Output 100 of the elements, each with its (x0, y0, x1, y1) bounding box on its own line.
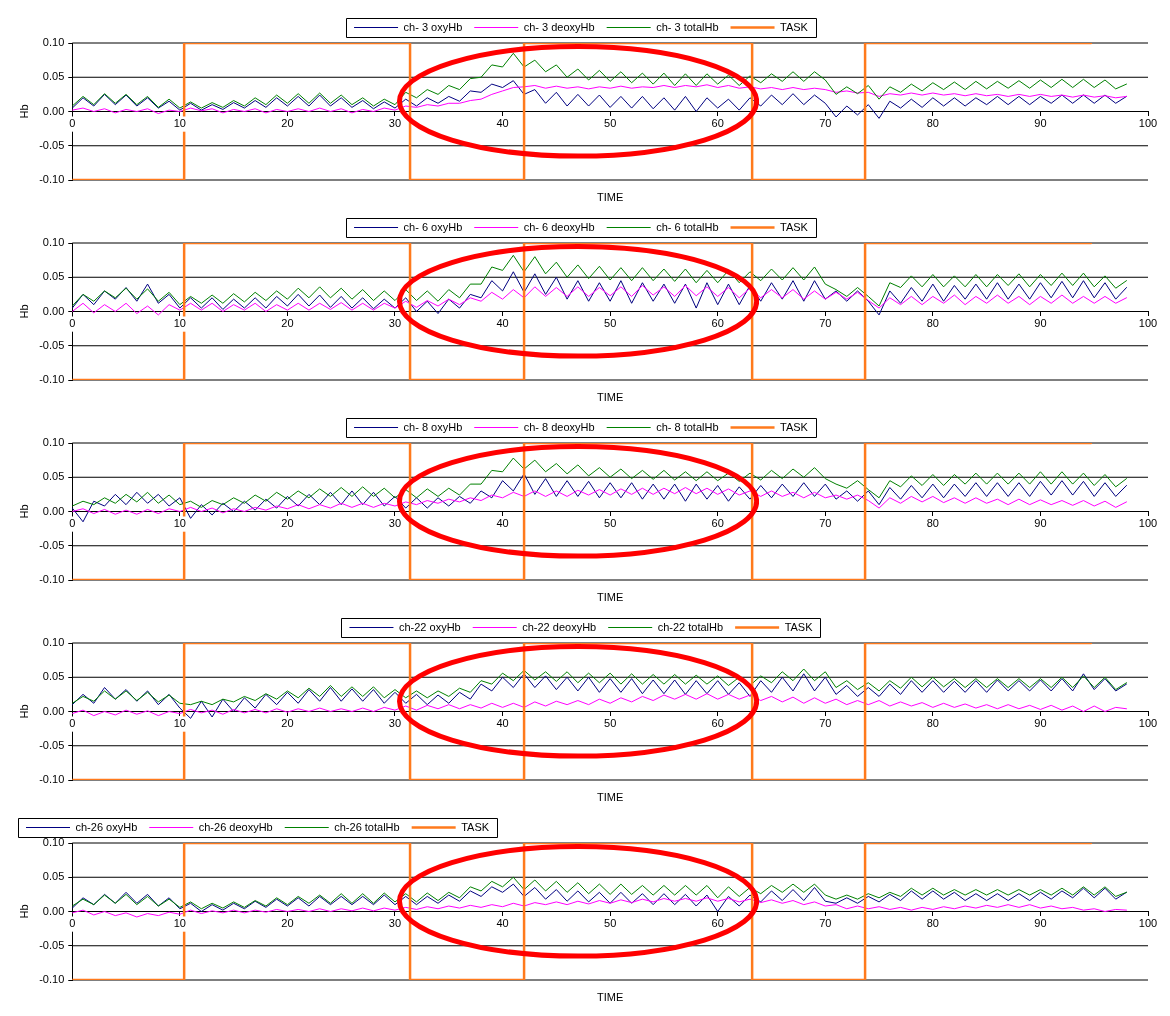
y-tick-label: 0.00 (42, 104, 65, 117)
y-tick-label: -0.05 (39, 538, 65, 551)
x-axis-title: TIME (597, 190, 624, 203)
legend-label: ch- 8 deoxyHb (523, 420, 595, 433)
legend-label: TASK (780, 420, 809, 433)
x-tick-label: 20 (281, 717, 294, 730)
legend-label: ch- 6 oxyHb (403, 220, 463, 233)
x-tick-label: 0 (69, 917, 76, 930)
legend-label: TASK (780, 220, 809, 233)
y-tick-label: -0.05 (39, 138, 65, 151)
x-tick-label: 90 (1034, 517, 1047, 530)
x-tick-label: 20 (281, 117, 294, 130)
y-axis-title: Hb (17, 304, 30, 319)
y-tick-label: 0.00 (42, 504, 65, 517)
x-tick-label: 50 (604, 117, 617, 130)
x-tick-label: 20 (281, 517, 294, 530)
x-tick-label: 70 (819, 717, 832, 730)
legend-label: ch- 8 oxyHb (403, 420, 463, 433)
x-tick-label: 50 (604, 517, 617, 530)
y-tick-label: -0.10 (39, 973, 65, 986)
y-tick-label: 0.05 (42, 70, 65, 83)
y-tick-label: 0.00 (42, 304, 65, 317)
y-tick-label: -0.05 (39, 338, 65, 351)
y-tick-label: -0.10 (39, 773, 65, 786)
y-tick-label: -0.10 (39, 373, 65, 386)
x-tick-label: 90 (1034, 717, 1047, 730)
x-tick-label: 40 (496, 117, 509, 130)
y-tick-label: 0.05 (42, 270, 65, 283)
y-axis-title: Hb (17, 104, 30, 119)
legend-label: ch- 6 totalHb (656, 220, 719, 233)
y-tick-label: 0.10 (42, 636, 65, 649)
y-tick-label: -0.10 (39, 573, 65, 586)
legend-label: ch- 6 deoxyHb (523, 220, 595, 233)
y-tick-label: 0.00 (42, 704, 65, 717)
legend-label: ch- 3 deoxyHb (523, 20, 595, 33)
x-tick-label: 80 (926, 517, 939, 530)
legend-label: ch-22 oxyHb (398, 620, 461, 633)
x-tick-label: 70 (819, 517, 832, 530)
x-tick-label: 90 (1034, 317, 1047, 330)
y-tick-label: 0.10 (42, 436, 65, 449)
legend-label: ch-22 deoxyHb (522, 620, 597, 633)
y-tick-label: -0.10 (39, 173, 65, 186)
x-axis-title: TIME (597, 790, 624, 803)
x-tick-label: 0 (69, 517, 76, 530)
x-tick-label: 90 (1034, 117, 1047, 130)
y-tick-label: 0.05 (42, 470, 65, 483)
y-axis-title: Hb (17, 704, 30, 719)
legend-label: ch-26 totalHb (334, 820, 400, 833)
y-tick-label: 0.00 (42, 904, 65, 917)
x-tick-label: 20 (281, 317, 294, 330)
y-axis-title: Hb (17, 504, 30, 519)
x-tick-label: 10 (173, 917, 186, 930)
x-axis-title: TIME (597, 990, 624, 1003)
legend-label: ch- 8 totalHb (656, 420, 719, 433)
legend-label: TASK (461, 820, 490, 833)
x-tick-label: 70 (819, 917, 832, 930)
x-tick-label: 70 (819, 317, 832, 330)
x-tick-label: 50 (604, 917, 617, 930)
y-tick-label: -0.05 (39, 938, 65, 951)
x-tick-label: 0 (69, 317, 76, 330)
x-tick-label: 80 (926, 117, 939, 130)
x-tick-label: 10 (173, 117, 186, 130)
y-tick-label: 0.10 (42, 36, 65, 49)
legend-label: TASK (784, 620, 814, 633)
x-tick-label: 0 (69, 117, 76, 130)
x-tick-label: 40 (496, 317, 509, 330)
y-tick-label: 0.10 (42, 236, 65, 249)
y-tick-label: 0.05 (42, 870, 65, 883)
x-tick-label: 30 (388, 517, 402, 530)
legend-label: ch-22 totalHb (657, 620, 724, 633)
x-axis-title: TIME (597, 390, 624, 403)
x-tick-label: 100 (1138, 717, 1158, 730)
x-tick-label: 30 (388, 117, 402, 130)
legend-label: ch- 3 oxyHb (403, 20, 463, 33)
x-tick-label: 80 (926, 317, 939, 330)
y-tick-label: 0.10 (42, 836, 65, 849)
x-axis-title: TIME (597, 590, 624, 603)
x-tick-label: 60 (711, 517, 724, 530)
x-tick-label: 100 (1138, 917, 1158, 930)
y-tick-label: -0.05 (39, 738, 65, 751)
x-tick-label: 60 (711, 117, 724, 130)
x-tick-label: 60 (711, 917, 724, 930)
y-axis-title: Hb (17, 904, 30, 919)
x-tick-label: 50 (604, 317, 617, 330)
legend-label: TASK (780, 20, 809, 33)
x-tick-label: 0 (69, 717, 76, 730)
x-tick-label: 40 (496, 917, 509, 930)
x-tick-label: 70 (819, 117, 832, 130)
x-tick-label: 60 (711, 317, 724, 330)
legend-label: ch-26 oxyHb (75, 820, 138, 833)
legend-label: ch-26 deoxyHb (198, 820, 273, 833)
x-tick-label: 30 (388, 717, 402, 730)
x-tick-label: 100 (1138, 117, 1158, 130)
legend-label: ch- 3 totalHb (656, 20, 719, 33)
y-tick-label: 0.05 (42, 670, 65, 683)
x-tick-label: 10 (173, 317, 186, 330)
x-tick-label: 60 (711, 717, 724, 730)
x-tick-label: 80 (926, 717, 939, 730)
x-tick-label: 80 (926, 917, 939, 930)
x-tick-label: 10 (173, 717, 186, 730)
